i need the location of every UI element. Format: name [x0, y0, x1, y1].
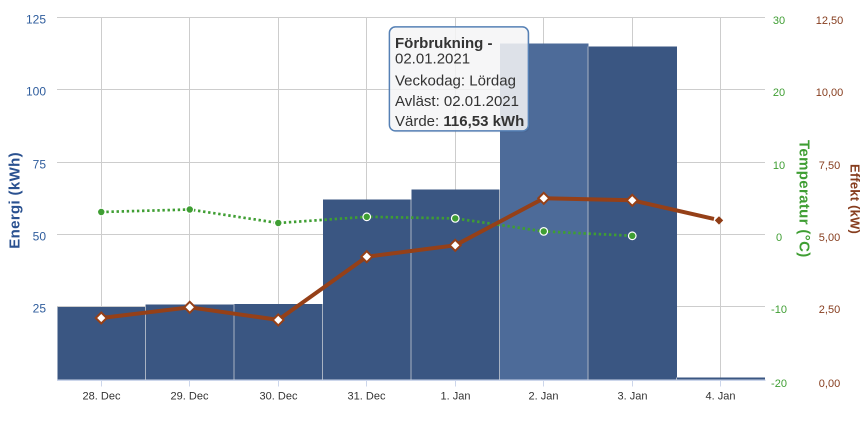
svg-text:Energi (kWh): Energi (kWh)	[7, 152, 24, 249]
svg-text:50: 50	[33, 229, 47, 243]
svg-text:75: 75	[33, 157, 47, 171]
svg-text:31. Dec: 31. Dec	[348, 391, 386, 403]
svg-text:12,50: 12,50	[816, 15, 844, 27]
svg-text:Veckodag: Lördag: Veckodag: Lördag	[395, 72, 516, 89]
svg-text:3. Jan: 3. Jan	[618, 391, 648, 403]
svg-text:4. Jan: 4. Jan	[706, 391, 736, 403]
svg-text:10: 10	[773, 160, 785, 172]
svg-text:30. Dec: 30. Dec	[260, 391, 298, 403]
svg-text:30: 30	[773, 15, 785, 27]
svg-text:0: 0	[776, 232, 782, 244]
svg-text:2. Jan: 2. Jan	[529, 391, 559, 403]
svg-text:29. Dec: 29. Dec	[171, 391, 209, 403]
svg-text:28. Dec: 28. Dec	[83, 391, 121, 403]
svg-text:-20: -20	[771, 378, 787, 390]
svg-text:7,50: 7,50	[819, 160, 840, 172]
svg-text:-10: -10	[771, 304, 787, 316]
svg-text:0,00: 0,00	[819, 378, 840, 390]
svg-text:5,00: 5,00	[819, 232, 840, 244]
svg-text:Temperatur (°C): Temperatur (°C)	[796, 140, 813, 258]
svg-text:10,00: 10,00	[816, 87, 844, 99]
svg-text:02.01.2021: 02.01.2021	[395, 51, 470, 68]
svg-text:2,50: 2,50	[819, 304, 840, 316]
svg-text:20: 20	[773, 87, 785, 99]
svg-text:Förbrukning -: Förbrukning -	[395, 35, 493, 52]
svg-text:Avläst: 02.01.2021: Avläst: 02.01.2021	[395, 93, 519, 110]
svg-text:Värde: 116,53 kWh: Värde: 116,53 kWh	[395, 113, 524, 130]
svg-text:1. Jan: 1. Jan	[441, 391, 471, 403]
svg-text:100: 100	[26, 84, 46, 98]
svg-text:25: 25	[33, 301, 47, 315]
svg-text:Effekt (kW): Effekt (kW)	[848, 164, 863, 234]
svg-text:125: 125	[26, 12, 46, 26]
